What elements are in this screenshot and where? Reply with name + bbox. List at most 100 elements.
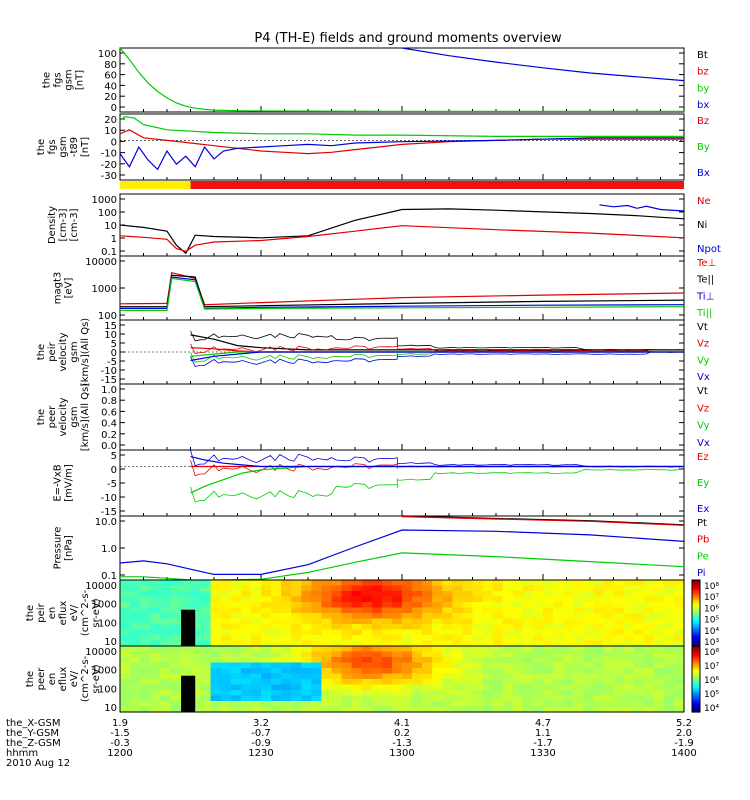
peir-spectrogram-cell xyxy=(613,618,625,625)
peir-spectrogram-colorbar-label: 10⁴ xyxy=(704,627,719,637)
peer-spectrogram-cell xyxy=(442,668,453,675)
peer-spectrogram-cell xyxy=(583,695,594,702)
pressure-legend-Pe: Pe xyxy=(697,551,709,562)
peir-spectrogram-cell xyxy=(120,580,131,587)
bottom-value: -0.7 xyxy=(251,728,271,739)
peir-spectrogram-cell xyxy=(240,580,252,587)
peir-spectrogram-cell xyxy=(512,613,524,620)
peer-spectrogram-colorbar-cell xyxy=(692,652,700,656)
peir-spectrogram-cell xyxy=(663,635,675,642)
peir-spectrogram-cell xyxy=(442,607,453,614)
peer-spectrogram-cell xyxy=(623,690,635,697)
peir-spectrogram-cell xyxy=(140,640,151,647)
peir-spectrogram-cell xyxy=(563,585,574,592)
peer-spectrogram-cell xyxy=(301,651,312,658)
peer-spectrogram-cell xyxy=(220,706,232,713)
peir-spectrogram-cell xyxy=(462,640,474,647)
peer-spectrogram-cell xyxy=(120,695,131,702)
peir-spectrogram-cell xyxy=(573,602,584,609)
peer-velocity-ytick-label: 0.4 xyxy=(101,419,117,430)
peer-spectrogram-colorbar-cell xyxy=(692,703,700,706)
peir-spectrogram-cell xyxy=(432,640,443,647)
peer-spectrogram-cell xyxy=(190,673,202,680)
peir-spectrogram-cell xyxy=(321,607,333,614)
peir-spectrogram-cell xyxy=(583,596,594,603)
peir-spectrogram-cell xyxy=(643,629,655,636)
peer-spectrogram-cell xyxy=(563,651,574,658)
peir-spectrogram-colorbar-cell xyxy=(692,619,700,623)
peer-spectrogram-cell xyxy=(412,701,423,708)
peer-spectrogram-cell xyxy=(573,684,584,691)
peir-spectrogram-cell xyxy=(371,602,383,609)
peir-velocity-ylabel-line: gsm xyxy=(69,341,80,362)
peer-spectrogram-ytick-label: 10000 xyxy=(85,647,117,658)
bottom-value: 1.9 xyxy=(112,718,128,729)
peer-spectrogram-cell xyxy=(512,657,524,664)
peir-spectrogram-cell xyxy=(301,640,312,647)
peir-spectrogram-cell xyxy=(563,596,574,603)
peer-spectrogram-cell xyxy=(120,679,131,686)
peir-spectrogram-cell xyxy=(250,585,262,592)
peir-spectrogram-cell xyxy=(482,629,494,636)
peir-spectrogram-ylabel-line: eV/ xyxy=(69,604,80,621)
peir-spectrogram-colorbar-cell xyxy=(692,591,700,594)
peer-spectrogram-colorbar-cell xyxy=(692,659,700,662)
peer-spectrogram-colorbar-cell xyxy=(692,681,700,684)
peer-spectrogram-cell xyxy=(160,657,171,664)
peer-spectrogram-cell xyxy=(492,701,504,708)
peir-spectrogram-cell xyxy=(502,640,514,647)
peer-spectrogram-cell xyxy=(200,657,212,664)
peir-spectrogram-cell xyxy=(351,624,363,631)
peer-spectrogram-cell xyxy=(643,701,655,708)
peir-spectrogram-cell xyxy=(361,618,373,625)
peir-spectrogram-cell xyxy=(563,624,574,631)
peer-spectrogram-cell xyxy=(472,701,484,708)
peer-spectrogram-cell xyxy=(190,646,202,653)
peir-spectrogram-cell xyxy=(351,607,363,614)
peir-spectrogram-cell xyxy=(180,602,192,609)
peer-spectrogram-cell xyxy=(422,690,433,697)
peer-spectrogram-cell xyxy=(281,662,292,669)
peir-spectrogram-cell xyxy=(442,602,453,609)
peer-spectrogram-cell xyxy=(613,695,625,702)
peer-spectrogram-cell xyxy=(130,684,141,691)
peer-spectrogram-cell xyxy=(120,690,131,697)
peir-spectrogram-cell xyxy=(351,635,363,642)
fgs-components-ylabel-line: [nT] xyxy=(80,137,91,157)
peer-spectrogram-cell xyxy=(512,651,524,658)
peir-spectrogram-cell xyxy=(472,585,484,592)
peir-spectrogram-colorbar-cell xyxy=(692,643,700,647)
peir-spectrogram-cell xyxy=(593,596,605,603)
peer-spectrogram-cell xyxy=(381,695,393,702)
peir-spectrogram-cell xyxy=(553,591,564,598)
peer-spectrogram-cell xyxy=(391,706,403,713)
peir-spectrogram-cell xyxy=(391,624,403,631)
peer-spectrogram-cell xyxy=(271,706,282,713)
peer-spectrogram-cell xyxy=(351,684,363,691)
peir-spectrogram-cell xyxy=(653,629,665,636)
peir-spectrogram-cell xyxy=(190,596,202,603)
peir-spectrogram-cell xyxy=(381,635,393,642)
peir-spectrogram-cell xyxy=(663,596,675,603)
peer-spectrogram-cell xyxy=(543,651,554,658)
peir-spectrogram-cell xyxy=(291,629,302,636)
peer-spectrogram-cell xyxy=(220,684,232,691)
peer-spectrogram-cell xyxy=(230,657,242,664)
peir-spectrogram-cell xyxy=(250,591,262,598)
peer-spectrogram-cell xyxy=(553,657,564,664)
peer-spectrogram-cell xyxy=(311,690,323,697)
peer-spectrogram-cell xyxy=(563,657,574,664)
peir-velocity-ytick-label: -5 xyxy=(107,357,117,368)
peer-velocity-ytick-label: 1.0 xyxy=(101,385,117,396)
peer-spectrogram-cell xyxy=(240,646,252,653)
peir-spectrogram-cell xyxy=(220,624,232,631)
peir-spectrogram-cell xyxy=(583,607,594,614)
peer-spectrogram-cell xyxy=(663,701,675,708)
peer-spectrogram-ylabel-line: eV/ xyxy=(69,670,80,687)
peir-spectrogram-cell xyxy=(140,596,151,603)
peer-spectrogram-colorbar-cell xyxy=(692,670,700,673)
peer-velocity-legend-Vx: Vx xyxy=(697,438,710,449)
peer-spectrogram-cell xyxy=(412,646,423,653)
